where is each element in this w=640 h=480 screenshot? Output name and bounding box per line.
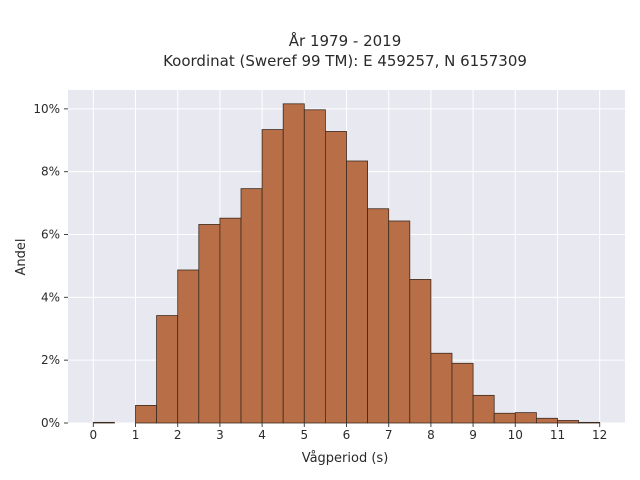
histogram-bar (177, 269, 200, 424)
histogram-bar (472, 394, 495, 424)
x-axis-label: Vågperiod (s) (302, 451, 389, 466)
x-tick-label: 6 (343, 428, 351, 442)
histogram-bar (261, 129, 284, 424)
histogram-bar (367, 208, 390, 424)
histogram-bar (198, 224, 221, 424)
x-tick-label: 12 (592, 428, 607, 442)
x-tick-label: 5 (300, 428, 308, 442)
histogram-bar (219, 217, 242, 424)
y-tick-label: 0% (41, 416, 60, 430)
chart-title: År 1979 - 2019 (289, 31, 402, 50)
histogram-bar (325, 131, 347, 424)
chart-subtitle: Koordinat (Sweref 99 TM): E 459257, N 61… (163, 52, 527, 70)
x-tick-label: 11 (550, 428, 565, 442)
histogram-bar (493, 412, 516, 424)
histogram-bar (135, 405, 158, 424)
histogram-bar (156, 315, 179, 424)
x-tick-label: 9 (469, 428, 477, 442)
x-tick-label: 8 (427, 428, 435, 442)
y-tick-label: 4% (41, 290, 60, 304)
y-tick-label: 10% (33, 102, 60, 116)
histogram-bar (346, 160, 368, 424)
x-tick-label: 0 (89, 428, 97, 442)
histogram-bar (557, 420, 579, 424)
x-tick-label: 7 (385, 428, 393, 442)
histogram-bar (388, 220, 411, 424)
x-tick-label: 2 (174, 428, 182, 442)
x-tick-label: 10 (508, 428, 523, 442)
y-axis-ticks: 0% 2% 4% 6% 8% 10% (33, 102, 68, 430)
histogram-bar (282, 103, 305, 424)
histogram-bar (303, 109, 326, 424)
histogram-bar (240, 188, 263, 424)
bars (92, 103, 601, 424)
histogram-bar (430, 352, 453, 424)
histogram-bar (409, 279, 432, 424)
histogram-bar (92, 421, 115, 424)
y-tick-label: 2% (41, 353, 60, 367)
histogram-bar (514, 412, 537, 424)
histogram-bar (535, 417, 558, 424)
x-tick-label: 3 (216, 428, 224, 442)
x-tick-label: 1 (132, 428, 140, 442)
y-axis-label: Andel (14, 239, 29, 276)
x-axis-ticks: 0 1 2 3 4 5 6 7 8 9 10 11 12 (89, 423, 607, 442)
histogram-bar (451, 362, 474, 424)
histogram-bar (578, 421, 601, 424)
y-tick-label: 6% (41, 228, 60, 242)
x-tick-label: 4 (258, 428, 266, 442)
y-tick-label: 8% (41, 165, 60, 179)
